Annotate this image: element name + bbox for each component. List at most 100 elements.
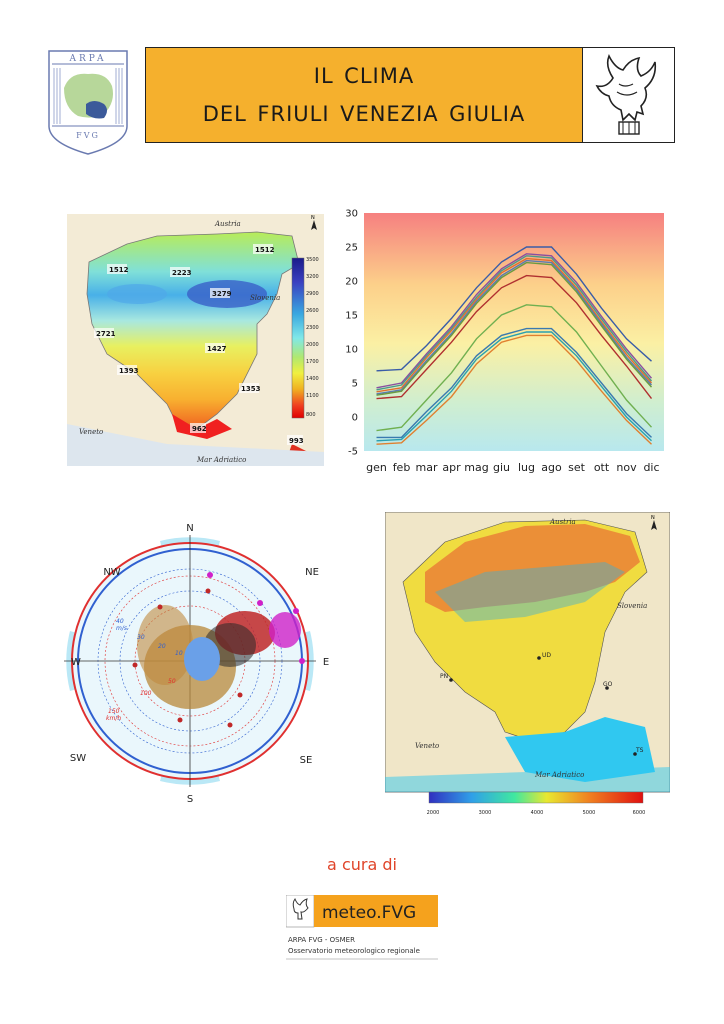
map1-legend-label: 2900: [306, 291, 319, 297]
map1-legend-label: 2600: [306, 308, 319, 314]
arpa-logo-top-text: ARPA: [68, 54, 106, 64]
map2-city-pn: PN: [440, 673, 448, 680]
meteo-logo-name: meteo.FVG: [322, 903, 416, 923]
map2-austria-label: Austria: [549, 518, 576, 526]
direction-nw-label: NW: [103, 567, 120, 578]
series-line-4: [376, 259, 653, 395]
map1-value: 2223: [172, 269, 192, 277]
direction-sw-label: SW: [70, 753, 86, 764]
series-line-2: [376, 255, 653, 391]
arpa-logo-bottom-text: FVG: [76, 131, 100, 140]
ms-scale-label: 20: [158, 643, 166, 650]
map1-veneto-label: Veneto: [79, 428, 103, 436]
map2-north-label: N: [651, 515, 655, 521]
x-tick-label: mar: [416, 461, 438, 474]
y-axis: 30 25 20 15 10 5 0 -5: [345, 209, 358, 458]
map2-north-arrow-icon: N: [651, 515, 657, 530]
temperature-chart: 30 25 20 15 10 5 0 -5 gen feb mar apr mag giu lug ago s…: [345, 209, 664, 474]
series-line-10: [376, 334, 652, 445]
ms-scale-label: 40: [116, 618, 124, 625]
meteo-fvg-logo: meteo.FVG ARPA FVG - OSMER Osservatorio …: [286, 895, 438, 960]
series-line-3: [376, 257, 653, 393]
kmh-scale-label: 50: [168, 678, 176, 685]
region-climate-map: Austria Slovenia Veneto Mar Adriatico UD…: [385, 512, 670, 816]
y-tick-label: 5: [352, 379, 358, 390]
map2-city-go: GO: [603, 681, 613, 688]
direction-se-label: SE: [300, 755, 313, 766]
series-line-0: [376, 246, 652, 372]
series-line-7: [376, 304, 653, 432]
map2-city-ud: UD: [542, 652, 551, 659]
page-title-line1: il clima: [313, 56, 415, 91]
map1-legend-label: 3500: [306, 257, 319, 263]
kmh-scale-label: 150: [108, 708, 120, 715]
ms-unit-label: m/s: [116, 625, 127, 632]
direction-e-label: E: [323, 657, 329, 668]
direction-s-label: S: [187, 794, 193, 805]
kmh-scale-label: 100: [140, 690, 152, 697]
map1-north-label: N: [311, 215, 315, 221]
y-tick-label: 10: [345, 345, 358, 356]
page-title-line2: del friuli venezia giulia: [202, 94, 526, 129]
eagle-emblem-icon: [595, 54, 657, 135]
x-tick-label: set: [568, 461, 585, 474]
a-cura-di-text: a cura di: [327, 855, 397, 874]
map1-value: 1353: [241, 385, 261, 393]
x-tick-label: feb: [393, 461, 411, 474]
x-tick-label: lug: [518, 461, 535, 474]
map1-sea-label: Mar Adriatico: [196, 456, 246, 464]
meteo-logo-line2: Osservatorio meteorologico regionale: [288, 947, 420, 955]
map1-legend-label: 3200: [306, 274, 319, 280]
series-line-8: [376, 327, 652, 439]
series-line-1: [376, 253, 653, 389]
map1-value: 2721: [96, 330, 116, 338]
map2-legend-label: 5000: [583, 810, 596, 816]
map1-north-arrow-icon: N: [311, 215, 317, 230]
kmh-unit-label: km/h: [106, 715, 121, 722]
map1-value: 1427: [207, 345, 227, 353]
precipitation-map: 3500 3200 2900 2600 2300 2000 1700 1400 …: [67, 214, 324, 466]
map1-slovenia-label: Slovenia: [250, 294, 280, 302]
map1-austria-label: Austria: [214, 220, 241, 228]
direction-n-label: N: [186, 523, 193, 534]
map2-legend-label: 6000: [633, 810, 646, 816]
map2-legend-label: 2000: [427, 810, 440, 816]
direction-w-label: W: [71, 657, 81, 668]
x-tick-label: apr: [442, 461, 461, 474]
x-tick-label: nov: [616, 461, 637, 474]
x-tick-label: ago: [541, 461, 562, 474]
y-tick-label: 30: [345, 209, 358, 220]
y-tick-label: 15: [345, 311, 358, 322]
series-line-9: [376, 331, 652, 442]
map1-legend-label: 2300: [306, 325, 319, 331]
y-tick-label: 0: [352, 413, 358, 424]
x-tick-label: giu: [493, 461, 510, 474]
y-tick-label: 25: [345, 243, 358, 254]
map1-legend-label: 1100: [306, 393, 319, 399]
map1-value: 1393: [119, 367, 139, 375]
series-line-5: [376, 261, 653, 396]
meteo-eagle-icon: [292, 897, 309, 920]
wind-rose-chart: N NE E SE S SW W NW 10 20 30 40 m/s 50 1…: [40, 515, 340, 807]
region-emblem-box: [583, 47, 675, 143]
map1-legend-label: 1400: [306, 376, 319, 382]
map2-legend-label: 4000: [531, 810, 544, 816]
map1-legend-label: 1700: [306, 359, 319, 365]
ms-scale-label: 30: [137, 634, 145, 641]
map1-value: 3279: [212, 290, 232, 298]
x-tick-label: dic: [643, 461, 659, 474]
map1-value: 1512: [109, 266, 129, 274]
x-axis: gen feb mar apr mag giu lug ago set ott nov dic: [366, 461, 659, 474]
x-tick-label: mag: [464, 461, 488, 474]
series-group: [376, 246, 653, 445]
direction-ne-label: NE: [305, 567, 319, 578]
ms-scale-label: 10: [175, 650, 183, 657]
map2-veneto-label: Veneto: [415, 742, 439, 750]
x-tick-label: ott: [594, 461, 610, 474]
map2-slovenia-label: Slovenia: [617, 602, 647, 610]
map2-city-ts: TS: [635, 747, 644, 754]
x-tick-label: gen: [366, 461, 387, 474]
y-tick-label: -5: [348, 447, 358, 458]
map1-value: 962: [192, 425, 207, 433]
map1-legend-label: 800: [306, 412, 316, 418]
